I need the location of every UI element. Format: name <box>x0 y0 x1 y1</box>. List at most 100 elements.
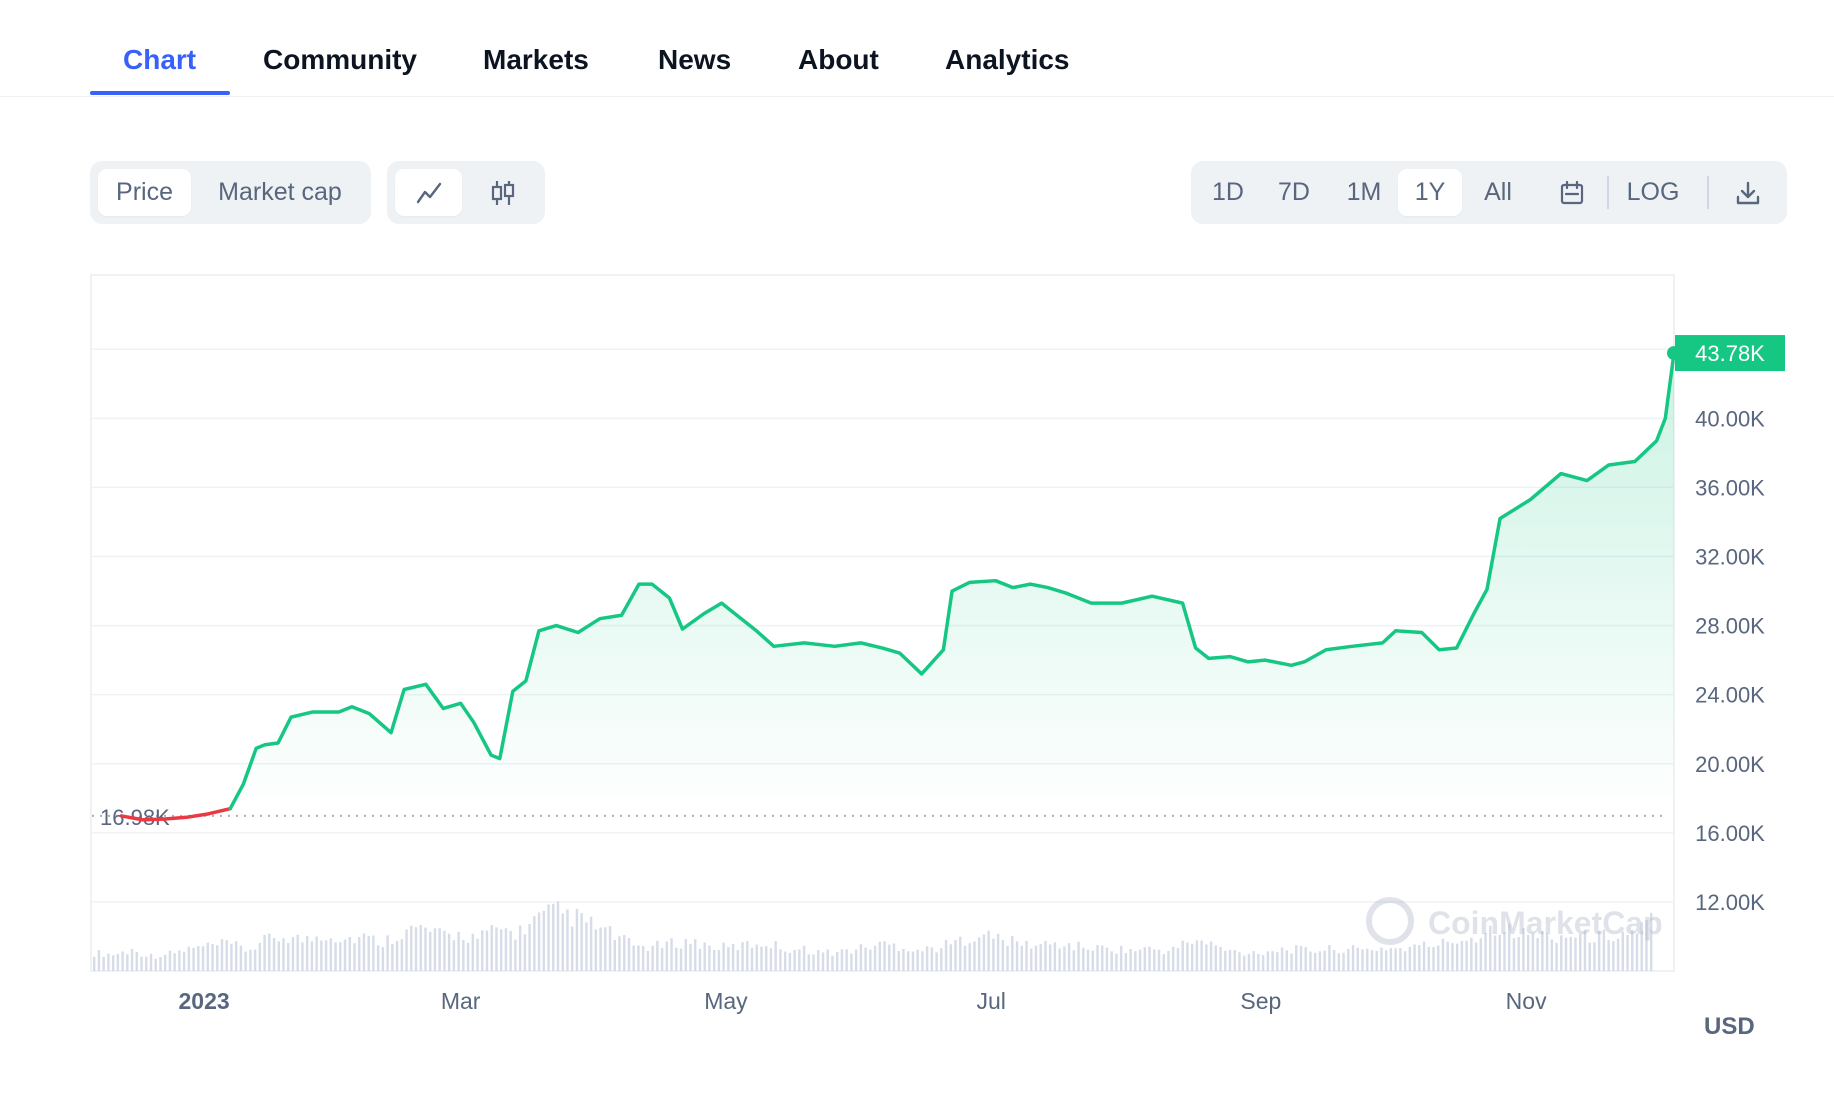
volume-bar <box>1498 934 1501 971</box>
volume-bar <box>1124 953 1128 971</box>
volume-bar <box>126 954 129 971</box>
volume-bar <box>97 950 101 971</box>
y-tick-label: 40.00K <box>1695 406 1765 431</box>
volume-bar <box>154 958 157 971</box>
candlestick-chart-button[interactable] <box>469 169 536 216</box>
y-tick-label: 16.00K <box>1695 821 1765 846</box>
volume-bar <box>783 951 787 971</box>
range-all-button[interactable]: All <box>1484 178 1512 206</box>
y-tick-label: 28.00K <box>1695 614 1765 639</box>
volume-bar <box>916 949 919 971</box>
volume-bar <box>646 951 650 971</box>
volume-bar <box>1148 946 1151 971</box>
volume-bar <box>1063 946 1066 971</box>
volume-bar <box>1181 940 1184 971</box>
volume-bar <box>1394 948 1397 971</box>
volume-bar <box>405 929 408 971</box>
volume-bar <box>476 938 479 971</box>
volume-bar <box>410 925 413 971</box>
volume-bar <box>438 928 441 971</box>
volume-bar <box>121 951 124 971</box>
volume-bar <box>1451 943 1454 971</box>
volume-bar <box>1153 949 1156 971</box>
volume-bar <box>547 904 550 971</box>
tab-about[interactable]: About <box>798 44 879 75</box>
volume-bar <box>1474 942 1478 971</box>
volume-bar <box>1157 949 1161 971</box>
volume-bar <box>1077 941 1080 971</box>
volume-bar <box>888 944 891 971</box>
volume-bar <box>381 947 385 971</box>
volume-bar <box>608 926 612 971</box>
line-chart-icon <box>416 182 441 203</box>
volume-bar <box>627 938 631 971</box>
range-1y-button[interactable]: 1Y <box>1398 169 1462 216</box>
volume-bar <box>376 945 380 971</box>
volume-bar <box>1560 935 1563 971</box>
volume-bar <box>1176 948 1180 971</box>
volume-bar <box>821 952 825 971</box>
volume-bar <box>746 941 749 971</box>
range-7d-button[interactable]: 7D <box>1278 178 1310 206</box>
volume-bar <box>963 945 967 971</box>
tab-analytics[interactable]: Analytics <box>945 44 1070 75</box>
volume-bar <box>1479 938 1483 971</box>
volume-bar <box>1489 925 1492 971</box>
market-cap-toggle-button[interactable]: Market cap <box>218 178 342 206</box>
tab-markets[interactable]: Markets <box>483 44 589 75</box>
volume-bar <box>1318 951 1322 971</box>
volume-bar <box>552 903 555 971</box>
volume-bar <box>656 940 659 971</box>
volume-bar <box>1408 946 1412 971</box>
price-area <box>230 353 1675 816</box>
volume-bar <box>599 927 602 971</box>
volume-bar <box>135 951 138 971</box>
volume-bar <box>509 930 512 971</box>
range-1d-button[interactable]: 1D <box>1212 178 1244 206</box>
volume-bar <box>618 936 621 971</box>
volume-bar <box>452 940 456 971</box>
volume-bar <box>1470 937 1473 971</box>
date-range-button[interactable] <box>1541 169 1603 216</box>
y-tick-label: 20.00K <box>1695 752 1765 777</box>
volume-bar <box>727 947 730 971</box>
tab-community[interactable]: Community <box>263 44 417 75</box>
volume-bar <box>1134 951 1137 971</box>
tab-chart[interactable]: Chart <box>123 44 197 75</box>
volume-bar <box>580 913 583 971</box>
volume-bar <box>1403 951 1407 971</box>
volume-bar <box>883 941 886 971</box>
volume-bar <box>1512 938 1516 971</box>
volume-bar <box>353 943 356 971</box>
line-chart-button[interactable] <box>395 169 462 216</box>
volume-bar <box>850 953 853 971</box>
volume-bar <box>315 936 318 971</box>
log-scale-button[interactable]: LOG <box>1626 178 1680 206</box>
volume-bar <box>1536 938 1539 971</box>
volume-bar <box>173 953 176 971</box>
volume-bar <box>892 943 896 971</box>
volume-bar <box>1460 940 1464 971</box>
tab-news[interactable]: News <box>658 44 732 75</box>
volume-bar <box>1493 935 1497 971</box>
volume-bar <box>660 947 664 971</box>
volume-bar <box>287 943 290 971</box>
volume-bar <box>1034 945 1038 971</box>
volume-bar <box>343 939 347 971</box>
volume-bar <box>1162 954 1165 971</box>
volume-bar <box>1186 942 1189 971</box>
price-toggle-button[interactable]: Price <box>98 169 191 216</box>
volume-bar <box>1030 948 1033 971</box>
candlestick-icon <box>491 180 514 205</box>
volume-bar <box>1602 929 1606 971</box>
volume-bar <box>1640 922 1643 971</box>
y-tick-label: 32.00K <box>1695 545 1765 570</box>
range-1m-button[interactable]: 1M <box>1346 178 1382 206</box>
volume-bar <box>675 947 678 971</box>
volume-bar <box>779 949 782 971</box>
volume-bar <box>163 954 167 971</box>
download-button[interactable] <box>1717 169 1779 216</box>
price-line <box>228 351 1676 811</box>
volume-bar <box>282 938 285 971</box>
